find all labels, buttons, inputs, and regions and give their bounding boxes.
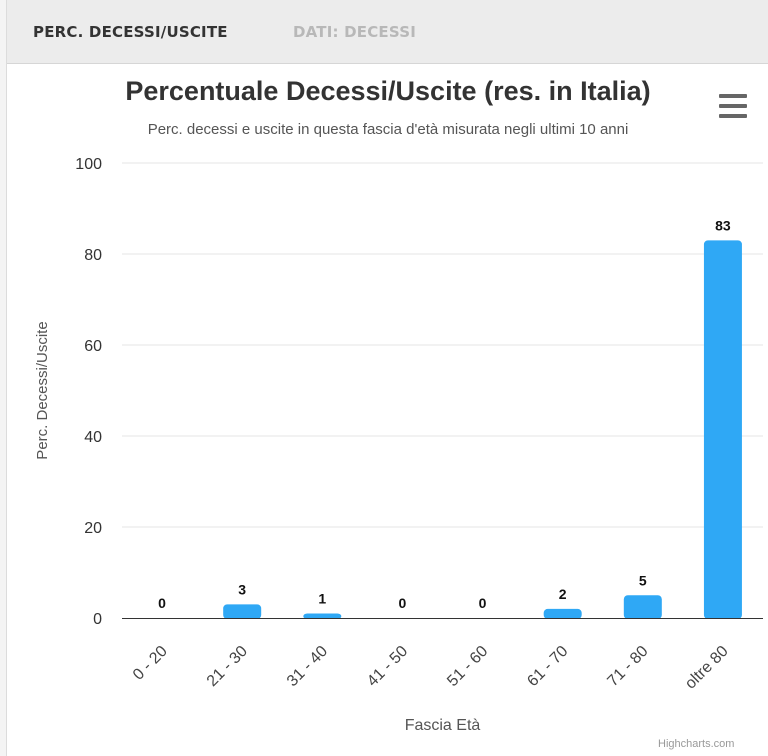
x-tick-label: 0 - 20 bbox=[130, 643, 171, 684]
data-label: 1 bbox=[318, 590, 326, 606]
data-label: 0 bbox=[479, 595, 487, 611]
y-tick-label: 40 bbox=[84, 429, 102, 446]
x-axis-ticks: 0 - 20 21 - 30 31 - 40 41 - 50 51 - 60 61 - 7… bbox=[130, 643, 732, 693]
bar[interactable] bbox=[543, 608, 582, 619]
tab-dati-decessi[interactable]: DATI: DECESSI bbox=[293, 23, 416, 41]
bar[interactable] bbox=[703, 240, 742, 619]
chart-panel: PERC. DECESSI/USCITE DATI: DECESSI Perce… bbox=[6, 0, 768, 756]
data-label: 0 bbox=[399, 595, 407, 611]
x-tick-label: 21 - 30 bbox=[204, 643, 251, 690]
x-tick-label: 71 - 80 bbox=[604, 643, 651, 690]
y-axis-ticks: 0 20 40 60 80 100 bbox=[75, 156, 102, 628]
x-tick-label: 41 - 50 bbox=[364, 643, 411, 690]
data-labels: 0 3 1 0 0 2 5 83 bbox=[158, 217, 731, 611]
data-label: 5 bbox=[639, 572, 647, 588]
x-tick-label: 61 - 70 bbox=[524, 643, 571, 690]
tab-bar: PERC. DECESSI/USCITE DATI: DECESSI bbox=[7, 0, 768, 64]
credits-link[interactable]: Highcharts.com bbox=[658, 738, 735, 750]
bars bbox=[223, 240, 742, 619]
bar[interactable] bbox=[303, 613, 342, 619]
data-label: 0 bbox=[158, 595, 166, 611]
bar[interactable] bbox=[223, 604, 262, 619]
chart-subtitle: Perc. decessi e uscite in questa fascia … bbox=[147, 121, 629, 138]
y-tick-label: 60 bbox=[84, 338, 102, 355]
y-axis-title: Perc. Decessi/Uscite bbox=[34, 321, 51, 459]
bar[interactable] bbox=[623, 595, 662, 619]
grid-lines bbox=[122, 162, 763, 528]
data-label: 83 bbox=[715, 217, 731, 233]
x-tick-label: oltre 80 bbox=[682, 643, 732, 693]
data-label: 3 bbox=[238, 581, 246, 597]
y-tick-label: 0 bbox=[93, 611, 102, 628]
y-tick-label: 80 bbox=[84, 247, 102, 264]
chart-title: Percentuale Decessi/Uscite (res. in Ital… bbox=[125, 76, 651, 106]
data-label: 2 bbox=[559, 586, 567, 602]
hamburger-menu-icon[interactable] bbox=[719, 94, 747, 120]
y-tick-label: 20 bbox=[84, 520, 102, 537]
x-tick-label: 51 - 60 bbox=[444, 643, 491, 690]
tab-perc-decessi-uscite[interactable]: PERC. DECESSI/USCITE bbox=[33, 23, 228, 41]
x-axis-title: Fascia Età bbox=[405, 717, 481, 734]
x-tick-label: 31 - 40 bbox=[284, 643, 331, 690]
y-tick-label: 100 bbox=[75, 156, 102, 173]
